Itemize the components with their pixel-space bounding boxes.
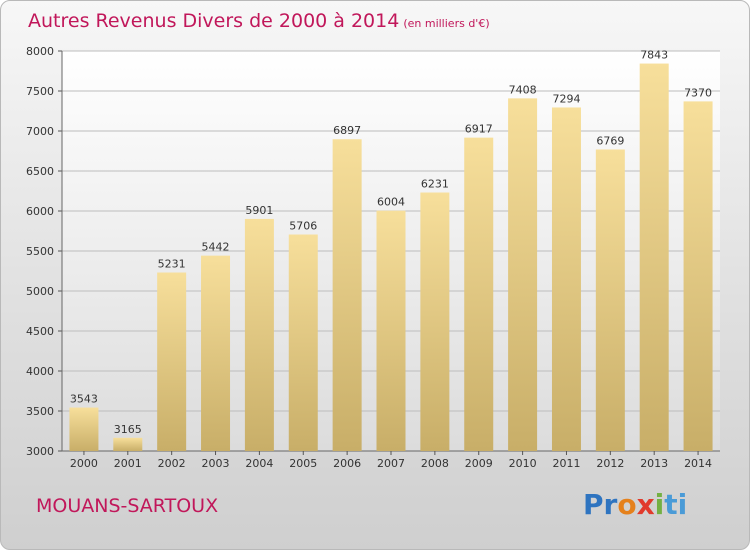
x-tick-label: 2006: [333, 457, 361, 470]
x-tick-label: 2003: [202, 457, 230, 470]
bar: [639, 63, 669, 452]
bar: [332, 139, 362, 452]
logo-part-3: x: [636, 488, 655, 521]
chart-title: Autres Revenus Divers de 2000 à 2014 (en …: [28, 10, 490, 32]
y-tick-label: 7500: [26, 85, 54, 98]
y-tick-label: 5500: [26, 245, 54, 258]
x-tick-label: 2009: [465, 457, 493, 470]
proxiti-logo: Proxiti: [583, 488, 687, 521]
data-label: 6917: [465, 123, 493, 136]
bar: [508, 98, 538, 452]
data-label: 6897: [333, 124, 361, 137]
chart-title-text: Autres Revenus Divers de 2000 à 2014: [28, 10, 400, 32]
x-tick-label: 2014: [684, 457, 712, 470]
y-tick-label: 3500: [26, 405, 54, 418]
logo-part-4: i: [654, 488, 665, 521]
y-tick-label: 6000: [26, 205, 54, 218]
bar: [157, 272, 187, 451]
y-tick-label: 8000: [26, 45, 54, 58]
data-label: 3165: [114, 423, 142, 436]
bar: [113, 437, 143, 451]
y-tick-label: 5000: [26, 285, 54, 298]
logo-part-5: ti: [664, 488, 688, 521]
y-tick-label: 3000: [26, 445, 54, 458]
bar: [551, 107, 581, 451]
bar: [683, 101, 713, 452]
bar: [288, 234, 318, 451]
data-label: 7408: [509, 83, 537, 96]
data-label: 7843: [640, 49, 668, 62]
data-label: 5706: [289, 220, 317, 233]
x-tick-label: 2002: [158, 457, 186, 470]
bar: [420, 192, 450, 451]
bar: [464, 137, 494, 451]
x-tick-label: 2012: [596, 457, 624, 470]
x-tick-label: 2010: [509, 457, 537, 470]
chart-unit: (en milliers d'€): [403, 17, 490, 30]
y-tick-label: 4000: [26, 365, 54, 378]
x-tick-label: 2004: [245, 457, 273, 470]
bar: [595, 149, 625, 452]
bar: [69, 407, 99, 451]
x-tick-label: 2013: [640, 457, 668, 470]
y-tick-label: 4500: [26, 325, 54, 338]
data-label: 3543: [70, 393, 98, 406]
x-tick-label: 2001: [114, 457, 142, 470]
x-tick-label: 2005: [289, 457, 317, 470]
data-label: 5901: [245, 204, 273, 217]
commune-name: MOUANS-SARTOUX: [36, 495, 219, 517]
data-label: 5442: [202, 241, 230, 254]
data-label: 6769: [596, 134, 624, 147]
y-tick-label: 6500: [26, 165, 54, 178]
logo-part-1: Pr: [583, 488, 618, 521]
x-tick-label: 2000: [70, 457, 98, 470]
y-tick-label: 7000: [26, 125, 54, 138]
data-label: 6004: [377, 196, 405, 209]
x-tick-label: 2011: [552, 457, 580, 470]
data-label: 7370: [684, 86, 712, 99]
data-label: 5231: [158, 258, 186, 271]
bar: [201, 255, 231, 451]
bar: [244, 218, 274, 451]
data-label: 7294: [552, 92, 580, 105]
data-label: 6231: [421, 178, 449, 191]
x-tick-label: 2008: [421, 457, 449, 470]
logo-part-2: o: [617, 488, 637, 521]
x-tick-label: 2007: [377, 457, 405, 470]
bar: [376, 210, 406, 451]
